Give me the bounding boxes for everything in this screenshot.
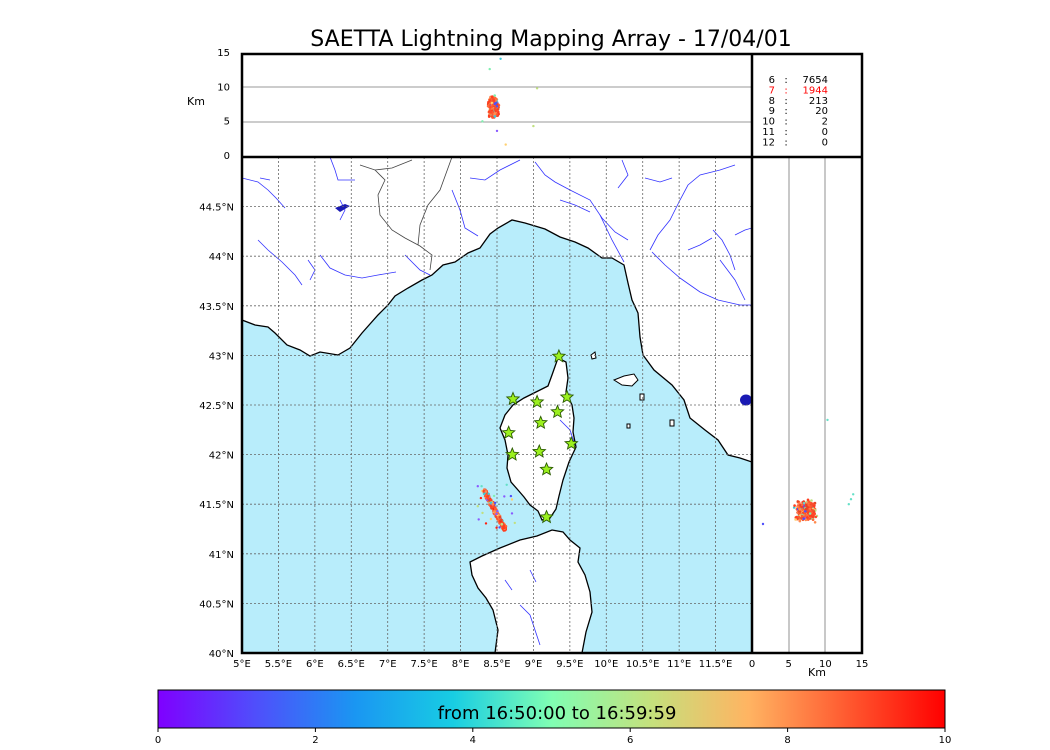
- altitude-right-x-tick-label: 15: [856, 659, 869, 670]
- map-y-tick-label: 42.5°N: [199, 401, 234, 412]
- colorbar-ticks: 0 2 4 6 8 10: [155, 728, 952, 746]
- station-star: [505, 391, 521, 406]
- map-y-tick-label: 42°N: [209, 451, 234, 462]
- map-y-tick-label: 40°N: [209, 649, 234, 660]
- map-y-tick-label: 41.5°N: [199, 500, 234, 511]
- station-count-number: 10: [762, 117, 775, 128]
- colorbar-tick-label: 6: [627, 735, 633, 746]
- station-star: [563, 436, 579, 450]
- map-x-tick-label: 10.5°E: [626, 659, 660, 670]
- lightning-sources-map: [476, 483, 516, 532]
- station-count-number: 12: [762, 137, 775, 148]
- chart-title: SAETTA Lightning Mapping Array - 17/04/0…: [310, 27, 791, 52]
- map-x-tick-label: 11.5°E: [699, 659, 733, 670]
- lightning-sources-altitude-right: [761, 418, 855, 526]
- colorbar-label: from 16:50:00 to 16:59:59: [438, 703, 677, 724]
- station-count-value: 1944: [803, 85, 828, 96]
- corsica-island: [499, 357, 577, 521]
- map-x-tick-label: 5.5°E: [265, 659, 292, 670]
- sardinia-island: [469, 529, 593, 653]
- map-x-ticks: 5°E 5.5°E 6°E 6.5°E 7°E 7.5°E 8°E 8.5°E 9°E 9.5°E…: [233, 659, 732, 670]
- station-markers: [501, 348, 579, 524]
- station-star: [501, 425, 516, 439]
- station-count-table: 6: 7654 7: 1944 8: 213 9: 20 10: 2 11: 0 12: 0: [762, 75, 828, 148]
- station-count-sep: :: [784, 85, 787, 96]
- station-star: [529, 394, 545, 409]
- station-count-sep: :: [784, 96, 787, 107]
- altitude-top-y-tick-label: 5: [224, 117, 230, 128]
- altitude-top-ylabel: Km: [187, 95, 205, 108]
- station-star: [539, 461, 554, 476]
- map-x-tick-label: 10°E: [594, 659, 618, 670]
- station-count-number: 6: [769, 75, 775, 86]
- lightning-sources-altitude-top: [481, 57, 539, 146]
- map-x-tick-label: 9.5°E: [556, 659, 583, 670]
- altitude-top-y-tick-label: 15: [217, 48, 230, 59]
- altitude-right-x-tick-label: 5: [785, 659, 791, 670]
- station-count-value: 2: [822, 117, 828, 128]
- station-star: [539, 509, 554, 524]
- colorbar-gradient: [157, 689, 946, 729]
- station-count-value: 0: [822, 127, 828, 138]
- map-y-tick-label: 44.5°N: [199, 203, 234, 214]
- station-count-value: 7654: [803, 75, 828, 86]
- colorbar-tick-label: 8: [784, 735, 790, 746]
- altitude-right-xlabel: Km: [808, 666, 826, 679]
- station-star: [551, 348, 567, 363]
- station-count-value: 20: [815, 106, 828, 117]
- map-x-tick-label: 8.5°E: [483, 659, 510, 670]
- colorbar: from 16:50:00 to 16:59:59 0 2 4 6 8 10: [155, 689, 952, 746]
- map-y-tick-label: 40.5°N: [199, 599, 234, 610]
- altitude-right-x-tick-label: 0: [749, 659, 755, 670]
- altitude-top-panel: 0 5 10 15 Km: [187, 48, 752, 162]
- map-x-tick-label: 6°E: [306, 659, 324, 670]
- map-y-tick-label: 44°N: [209, 252, 234, 263]
- rivers: [242, 157, 752, 646]
- map-y-tick-label: 43.5°N: [199, 302, 234, 313]
- map-x-tick-label: 7.5°E: [411, 659, 438, 670]
- map-x-tick-label: 7°E: [379, 659, 397, 670]
- altitude-top-y-ticks: 0 5 10 15: [217, 48, 230, 162]
- station-count-value: 213: [809, 96, 828, 107]
- station-count-number: 9: [769, 106, 775, 117]
- map-y-ticks: 40°N 40.5°N 41°N 41.5°N 42°N 42.5°N 43°N 43.5°N…: [199, 203, 234, 660]
- station-count-number: 11: [762, 127, 775, 138]
- altitude-right-x-tick-label: 10: [819, 659, 832, 670]
- map-panel: 5°E 5.5°E 6°E 6.5°E 7°E 7.5°E 8°E 8.5°E 9°E 9.5°E…: [199, 156, 753, 670]
- station-count-sep: :: [784, 106, 787, 117]
- station-star: [531, 443, 547, 458]
- station-star: [550, 404, 565, 419]
- map-x-tick-label: 5°E: [233, 659, 251, 670]
- colorbar-tick-label: 4: [470, 735, 476, 746]
- altitude-right-panel: 0 5 10 15 Km: [749, 157, 869, 679]
- station-star: [559, 389, 575, 404]
- colorbar-tick-label: 10: [939, 735, 952, 746]
- station-count-number: 7: [769, 85, 775, 96]
- colorbar-tick-label: 0: [155, 735, 161, 746]
- station-star: [533, 415, 549, 430]
- map-y-tick-label: 41°N: [209, 550, 234, 561]
- station-count-sep: :: [784, 75, 787, 86]
- station-count-sep: :: [784, 137, 787, 148]
- map-gridlines: [242, 157, 752, 653]
- map-x-tick-label: 11°E: [667, 659, 691, 670]
- station-star: [504, 446, 520, 461]
- map-x-tick-label: 6.5°E: [338, 659, 365, 670]
- station-count-number: 8: [769, 96, 775, 107]
- station-count-sep: :: [784, 127, 787, 138]
- station-count-sep: :: [784, 117, 787, 128]
- altitude-top-y-tick-label: 0: [224, 151, 230, 162]
- station-count-value: 0: [822, 137, 828, 148]
- altitude-right-x-ticks: 0 5 10 15: [749, 659, 869, 670]
- map-x-tick-label: 9°E: [525, 659, 543, 670]
- map-x-tick-label: 8°E: [452, 659, 470, 670]
- figure-frame: [240, 52, 864, 655]
- altitude-top-y-tick-label: 10: [217, 82, 230, 93]
- map-y-tick-label: 43°N: [209, 351, 234, 362]
- colorbar-tick-label: 2: [312, 735, 318, 746]
